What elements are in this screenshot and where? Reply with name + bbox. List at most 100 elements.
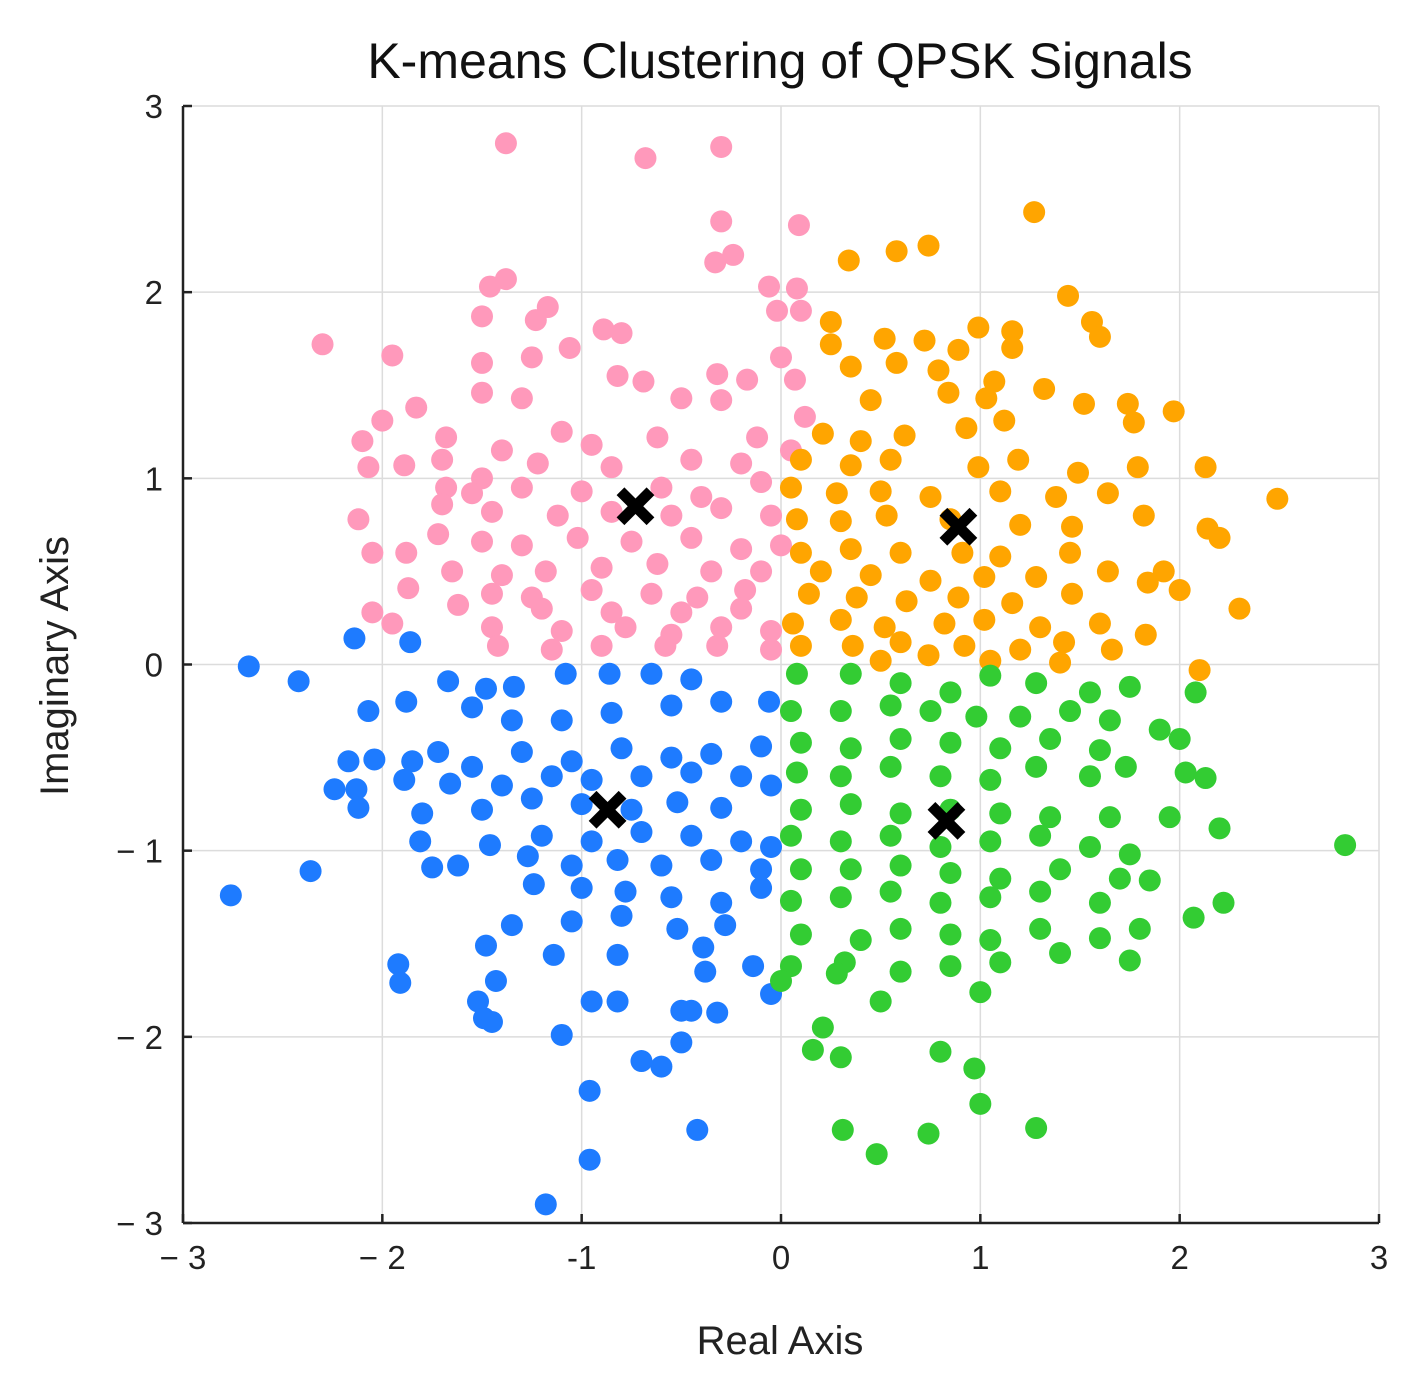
data-point: [979, 929, 1002, 952]
data-point: [919, 569, 942, 592]
data-point: [785, 277, 808, 300]
data-point: [550, 619, 573, 642]
data-point: [770, 534, 792, 557]
data-point: [592, 318, 615, 341]
data-point: [500, 914, 523, 937]
x-tick-label: 0: [772, 1239, 790, 1276]
data-point: [680, 999, 703, 1022]
data-point: [973, 566, 996, 589]
data-point: [323, 778, 346, 801]
data-point: [770, 346, 792, 369]
data-point: [526, 452, 549, 475]
data-point: [660, 746, 683, 769]
data-point: [471, 798, 493, 821]
data-point: [640, 662, 663, 685]
data-point: [919, 485, 942, 508]
data-point: [494, 132, 517, 155]
data-point: [1128, 917, 1151, 940]
data-point: [1025, 672, 1048, 695]
y-tick-label: − 2: [116, 1019, 163, 1056]
data-point: [361, 541, 384, 564]
data-point: [490, 439, 513, 462]
data-point: [546, 504, 569, 527]
data-point: [219, 884, 242, 907]
data-point: [889, 672, 912, 695]
data-point: [700, 742, 723, 765]
data-point: [1100, 638, 1123, 661]
data-point: [1158, 806, 1181, 829]
data-point: [1334, 834, 1357, 857]
data-point: [1148, 718, 1171, 741]
data-point: [1009, 638, 1032, 661]
data-point: [875, 504, 898, 527]
x-tick-label: 3: [1370, 1239, 1388, 1276]
data-point: [686, 1118, 709, 1141]
data-point: [437, 670, 460, 693]
data-point: [361, 601, 384, 624]
data-point: [357, 700, 380, 723]
data-point: [1049, 942, 1072, 965]
data-point: [558, 337, 581, 360]
data-point: [1025, 566, 1048, 589]
data-point: [510, 534, 533, 557]
data-point: [1088, 891, 1111, 914]
data-point: [1136, 571, 1159, 594]
y-tick-label: − 3: [116, 1205, 163, 1242]
data-point: [939, 955, 962, 978]
data-point: [730, 538, 753, 561]
data-point: [889, 854, 912, 877]
data-point: [1059, 541, 1082, 564]
tick-labels: − 3 − 2 -1 0 1 2 3 − 3 − 2 − 1 0 1 2 3: [116, 88, 1388, 1276]
data-point: [869, 990, 892, 1013]
data-point: [1098, 709, 1121, 732]
data-point: [395, 541, 418, 564]
data-point: [640, 582, 663, 605]
data-point: [399, 631, 422, 654]
data-point: [474, 934, 497, 957]
data-point: [811, 422, 834, 445]
data-point: [694, 960, 717, 983]
data-point: [686, 586, 709, 609]
data-point: [409, 830, 432, 853]
data-point: [480, 616, 503, 639]
data-point: [620, 530, 643, 553]
data-point: [967, 316, 990, 339]
data-point: [646, 552, 669, 575]
data-point: [343, 627, 366, 650]
data-point: [760, 638, 783, 661]
data-point: [570, 480, 593, 503]
data-point: [1061, 515, 1084, 538]
data-point: [540, 765, 563, 788]
data-point: [895, 590, 918, 613]
data-point: [1001, 592, 1024, 615]
data-point: [680, 448, 703, 471]
data-point: [929, 891, 952, 914]
data-point: [710, 210, 733, 233]
data-point: [760, 504, 783, 527]
data-point: [913, 329, 936, 352]
data-point: [510, 740, 533, 763]
data-point: [879, 824, 902, 847]
data-point: [889, 631, 912, 654]
data-point: [750, 471, 773, 494]
data-point: [1023, 201, 1046, 224]
data-point: [1184, 681, 1207, 704]
data-point: [614, 616, 637, 639]
data-point: [666, 917, 689, 940]
x-tick-label: − 3: [160, 1239, 207, 1276]
data-point: [1096, 482, 1119, 505]
data-point: [989, 802, 1012, 825]
data-point: [666, 791, 689, 814]
data-point: [1212, 891, 1235, 914]
series-3: [219, 627, 783, 1216]
data-point: [540, 638, 563, 661]
data-point: [1098, 806, 1121, 829]
data-point: [758, 275, 781, 298]
data-point: [650, 854, 673, 877]
data-point: [1033, 377, 1056, 400]
data-point: [736, 368, 759, 391]
data-point: [471, 351, 493, 374]
data-point: [797, 582, 820, 605]
data-point: [560, 750, 583, 773]
data-point: [789, 731, 812, 754]
